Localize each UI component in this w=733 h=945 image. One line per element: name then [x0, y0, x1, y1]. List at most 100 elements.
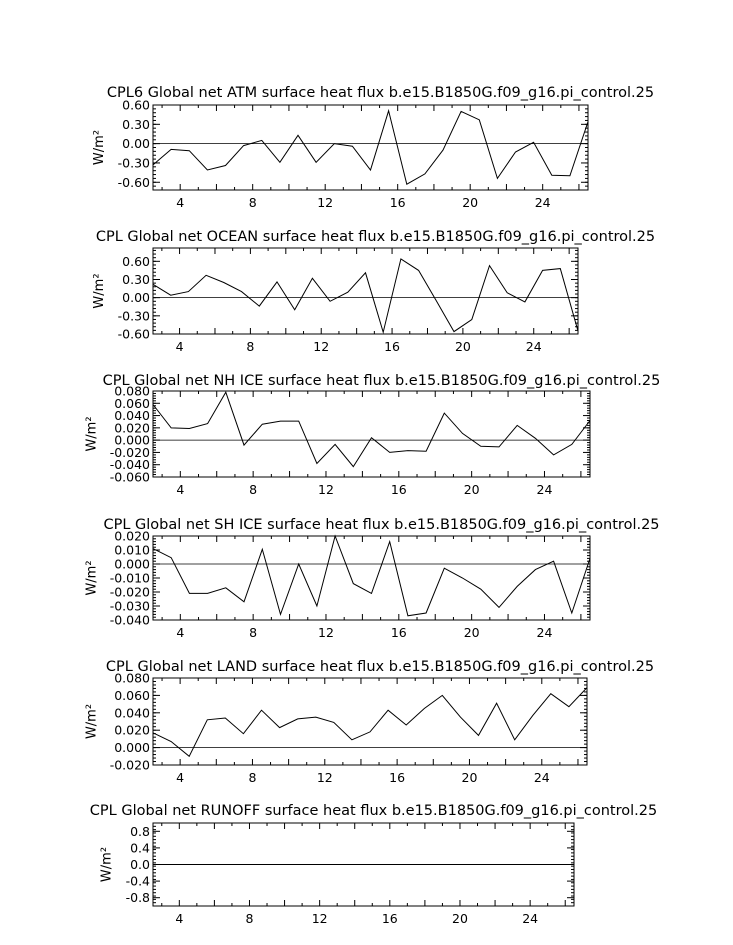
x-tick-label: 24	[535, 195, 551, 210]
chart-panel-4: CPL Global net SH ICE surface heat flux …	[84, 517, 659, 640]
x-tick-label: 12	[313, 339, 329, 354]
y-tick-label: 0.060	[114, 396, 150, 411]
y-tick-label: -0.030	[110, 599, 150, 614]
y-tick-label: -0.060	[110, 470, 150, 485]
chart-title: CPL Global net SH ICE surface heat flux …	[103, 517, 659, 533]
x-tick-label: 16	[390, 195, 406, 210]
x-tick-label: 24	[537, 482, 553, 497]
x-tick-label: 16	[389, 770, 405, 785]
y-tick-label: -0.010	[110, 571, 150, 586]
y-tick-label: -0.020	[110, 758, 150, 773]
y-axis-label: W/m²	[84, 416, 99, 451]
x-tick-label: 24	[526, 339, 542, 354]
y-tick-label: 0.30	[122, 272, 150, 287]
x-tick-label: 20	[464, 625, 480, 640]
y-axis-label: W/m²	[92, 273, 107, 308]
chart-title: CPL6 Global net ATM surface heat flux b.…	[107, 85, 654, 101]
x-tick-label: 8	[249, 625, 257, 640]
y-tick-label: 0.080	[114, 671, 150, 686]
x-tick-label: 20	[455, 339, 471, 354]
x-tick-label: 4	[176, 770, 184, 785]
chart-title: CPL Global net OCEAN surface heat flux b…	[96, 229, 655, 245]
y-tick-label: 0.0	[130, 857, 150, 872]
x-tick-label: 8	[246, 339, 254, 354]
x-tick-label: 4	[176, 195, 184, 210]
series-line	[152, 391, 591, 468]
y-tick-label: 0.020	[114, 723, 150, 738]
y-tick-label: -0.30	[118, 155, 150, 170]
x-tick-label: 16	[391, 625, 407, 640]
x-tick-label: 16	[391, 482, 407, 497]
y-tick-label: 0.000	[114, 557, 150, 572]
plot-frame	[152, 390, 591, 478]
y-tick-label: -0.8	[126, 890, 150, 905]
y-axis-label: W/m²	[84, 704, 99, 739]
y-tick-label: 0.4	[130, 840, 150, 855]
y-tick-label: 0.60	[122, 254, 150, 269]
x-tick-label: 4	[176, 339, 184, 354]
y-tick-label: 0.8	[130, 824, 150, 839]
y-tick-label: 0.040	[114, 705, 150, 720]
chart-title: CPL Global net NH ICE surface heat flux …	[103, 373, 661, 389]
x-tick-label: 4	[175, 911, 183, 926]
x-tick-label: 24	[534, 770, 550, 785]
plot-frame	[152, 247, 579, 335]
y-tick-label: 0.020	[114, 420, 150, 435]
plot-frame	[152, 104, 589, 191]
y-tick-label: 0.040	[114, 408, 150, 423]
plot-frame	[152, 677, 588, 766]
chart-panel-5: CPL Global net LAND surface heat flux b.…	[84, 659, 654, 785]
x-tick-label: 12	[317, 195, 333, 210]
y-axis-label: W/m²	[92, 130, 107, 165]
y-tick-label: -0.60	[118, 175, 150, 190]
y-axis-label: W/m²	[84, 560, 99, 595]
y-tick-label: -0.020	[110, 445, 150, 460]
x-tick-label: 16	[384, 339, 400, 354]
chart-title: CPL Global net LAND surface heat flux b.…	[106, 659, 654, 675]
y-tick-label: -0.60	[118, 327, 150, 342]
x-tick-label: 24	[522, 911, 538, 926]
x-tick-label: 4	[176, 482, 184, 497]
y-tick-label: 0.30	[122, 117, 150, 132]
x-tick-label: 20	[462, 770, 478, 785]
y-tick-label: 0.010	[114, 543, 150, 558]
x-tick-label: 8	[249, 195, 257, 210]
chart-panel-2: CPL Global net OCEAN surface heat flux b…	[92, 229, 655, 354]
chart-panel-3: CPL Global net NH ICE surface heat flux …	[84, 373, 660, 497]
y-tick-label: 0.020	[114, 529, 150, 544]
x-tick-label: 20	[464, 482, 480, 497]
y-tick-label: -0.4	[126, 874, 150, 889]
series-line	[152, 534, 591, 617]
x-tick-label: 12	[318, 625, 334, 640]
chart-panel-1: CPL6 Global net ATM surface heat flux b.…	[92, 85, 654, 210]
y-tick-label: -0.040	[110, 457, 150, 472]
y-tick-label: 0.00	[122, 290, 150, 305]
y-tick-label: -0.040	[110, 613, 150, 628]
x-tick-label: 8	[248, 770, 256, 785]
y-tick-label: 0.00	[122, 136, 150, 151]
x-tick-label: 12	[317, 770, 333, 785]
x-tick-label: 4	[176, 625, 184, 640]
x-tick-label: 12	[318, 482, 334, 497]
chart-title: CPL Global net RUNOFF surface heat flux …	[90, 803, 657, 819]
y-tick-label: -0.30	[118, 308, 150, 323]
y-tick-label: 0.60	[122, 98, 150, 113]
y-axis-label: W/m²	[100, 847, 115, 882]
x-tick-label: 12	[312, 911, 328, 926]
series-line	[152, 258, 579, 335]
series-line	[152, 687, 588, 758]
x-tick-label: 8	[249, 482, 257, 497]
x-tick-label: 8	[246, 911, 254, 926]
x-tick-label: 16	[382, 911, 398, 926]
series-line	[152, 108, 589, 185]
x-tick-label: 20	[452, 911, 468, 926]
x-tick-label: 20	[462, 195, 478, 210]
plot-frame	[152, 535, 591, 621]
x-tick-label: 24	[537, 625, 553, 640]
y-tick-label: 0.080	[114, 384, 150, 399]
y-tick-label: 0.000	[114, 740, 150, 755]
y-tick-label: 0.000	[114, 433, 150, 448]
y-tick-label: 0.060	[114, 688, 150, 703]
y-tick-label: -0.020	[110, 585, 150, 600]
